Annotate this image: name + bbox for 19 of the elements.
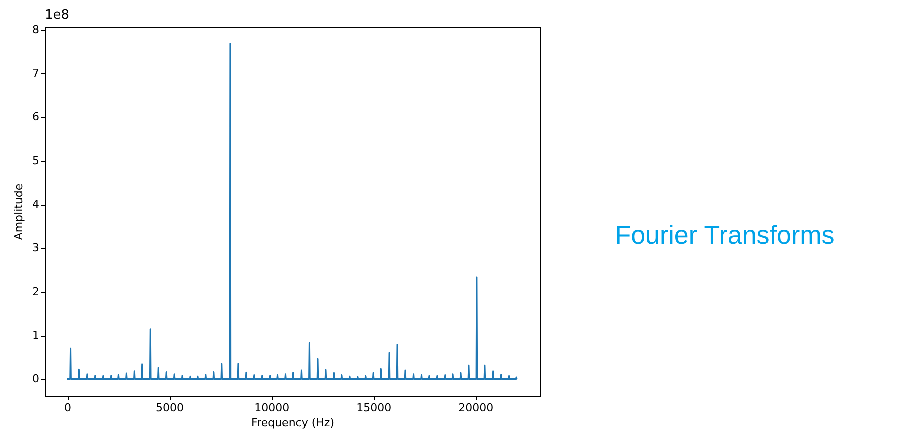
y-tick-label: 1	[32, 329, 40, 342]
x-axis-title: Frequency (Hz)	[252, 416, 334, 430]
text: Fourier Transforms	[614, 220, 836, 251]
x-tick-label: 10000	[254, 402, 290, 414]
y-tick-label: 2	[32, 285, 40, 298]
text: 1e8	[45, 8, 70, 23]
x-tick-label: 5000	[156, 402, 184, 414]
y-tick-label: 3	[32, 242, 40, 255]
y-tick-label: 7	[32, 66, 40, 80]
x-tick-label: 0	[64, 402, 72, 414]
y-tick-label: 0	[32, 372, 40, 386]
line-series	[66, 43, 518, 380]
y-tick-label: 4	[32, 198, 40, 212]
x-tick-label: 20000	[458, 402, 494, 414]
x-tick-label: 15000	[356, 402, 392, 414]
y-tick-label: 6	[32, 110, 40, 124]
y-tick-label: 5	[32, 154, 40, 168]
y-tick-label: 8	[32, 23, 40, 36]
y-axis-title: Amplitude	[12, 184, 26, 240]
